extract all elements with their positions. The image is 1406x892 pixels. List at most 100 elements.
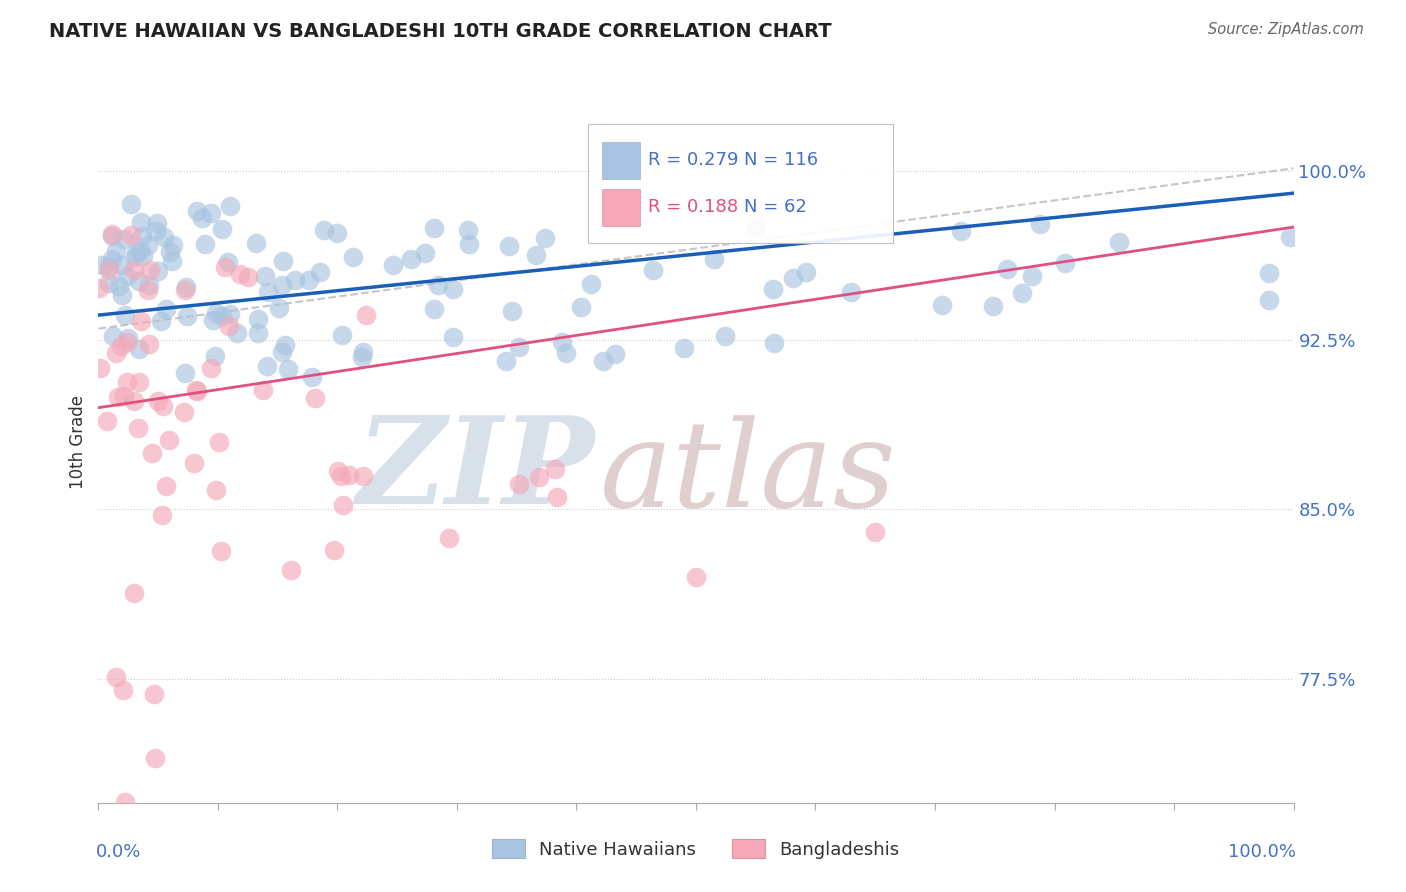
Point xyxy=(269,301,291,315)
Point xyxy=(201,313,224,327)
Point xyxy=(865,524,887,539)
Point xyxy=(211,310,233,324)
Point xyxy=(146,216,169,230)
Point xyxy=(101,252,124,266)
Point xyxy=(148,393,170,408)
Point xyxy=(218,199,240,213)
Point xyxy=(138,278,160,293)
Point xyxy=(218,319,240,334)
Point xyxy=(323,542,346,557)
Point xyxy=(329,468,352,483)
Point xyxy=(1108,235,1130,250)
Point xyxy=(115,268,138,283)
Point xyxy=(350,350,373,364)
Point xyxy=(162,238,184,252)
Point xyxy=(129,244,152,258)
Point xyxy=(110,339,132,353)
Point xyxy=(762,282,785,296)
Point xyxy=(111,259,134,273)
Point xyxy=(124,250,146,264)
Point xyxy=(205,483,228,497)
Point xyxy=(256,285,278,300)
Point xyxy=(342,251,364,265)
Point xyxy=(271,254,294,268)
Y-axis label: 10th Grade: 10th Grade xyxy=(69,394,87,489)
Point xyxy=(326,464,349,478)
Point xyxy=(128,274,150,288)
Point xyxy=(246,326,269,340)
Point xyxy=(498,238,520,252)
Point xyxy=(508,477,530,491)
Point xyxy=(104,244,127,258)
Point xyxy=(332,499,354,513)
Point xyxy=(105,670,128,684)
Point xyxy=(508,340,530,354)
Text: R = 0.188: R = 0.188 xyxy=(648,198,738,217)
Point xyxy=(184,383,207,397)
Point xyxy=(1011,285,1033,300)
Point xyxy=(1279,230,1302,244)
Point xyxy=(839,285,862,300)
Point xyxy=(152,400,174,414)
Point xyxy=(745,220,768,235)
Point xyxy=(122,586,145,600)
Point xyxy=(673,341,696,355)
Text: Source: ZipAtlas.com: Source: ZipAtlas.com xyxy=(1208,22,1364,37)
Point xyxy=(1029,217,1052,231)
Point xyxy=(115,376,138,390)
Point xyxy=(579,277,602,291)
Point xyxy=(159,245,181,260)
Point xyxy=(246,312,269,326)
Point xyxy=(592,354,614,368)
Point xyxy=(120,197,142,211)
Point xyxy=(131,314,153,328)
Point xyxy=(685,570,707,584)
Point xyxy=(381,258,404,272)
Point xyxy=(191,211,214,225)
Text: NATIVE HAWAIIAN VS BANGLADESHI 10TH GRADE CORRELATION CHART: NATIVE HAWAIIAN VS BANGLADESHI 10TH GRAD… xyxy=(49,22,832,41)
Point xyxy=(150,508,173,522)
Point xyxy=(143,751,166,765)
Point xyxy=(136,237,159,252)
Point xyxy=(204,349,226,363)
Point xyxy=(569,300,592,314)
Point xyxy=(501,303,523,318)
Point xyxy=(205,306,228,320)
Point xyxy=(555,346,578,360)
Point xyxy=(423,301,446,316)
Point xyxy=(354,308,377,322)
Point xyxy=(422,221,444,235)
Point xyxy=(1054,256,1077,270)
Point xyxy=(128,342,150,356)
Point xyxy=(112,389,135,403)
Point xyxy=(253,268,276,283)
Point xyxy=(524,248,547,262)
Point xyxy=(208,434,231,449)
Point xyxy=(108,278,131,293)
Point xyxy=(131,249,153,263)
FancyBboxPatch shape xyxy=(602,142,640,179)
Point xyxy=(160,253,183,268)
Point xyxy=(309,265,332,279)
Point xyxy=(399,252,422,267)
Point xyxy=(176,309,198,323)
Point xyxy=(225,326,247,341)
Point xyxy=(304,391,326,405)
Point xyxy=(200,360,222,375)
Point xyxy=(157,434,180,448)
Point xyxy=(186,384,208,398)
Point xyxy=(252,383,274,397)
Point xyxy=(98,263,121,277)
Point xyxy=(703,252,725,266)
Point xyxy=(138,283,160,297)
Point xyxy=(763,335,786,350)
Text: 0.0%: 0.0% xyxy=(96,843,142,861)
Point xyxy=(495,354,517,368)
Point xyxy=(325,227,347,241)
Point xyxy=(544,461,567,475)
Point xyxy=(931,298,953,312)
Point xyxy=(273,338,295,352)
Point xyxy=(301,369,323,384)
Text: atlas: atlas xyxy=(600,416,897,533)
Point xyxy=(200,206,222,220)
